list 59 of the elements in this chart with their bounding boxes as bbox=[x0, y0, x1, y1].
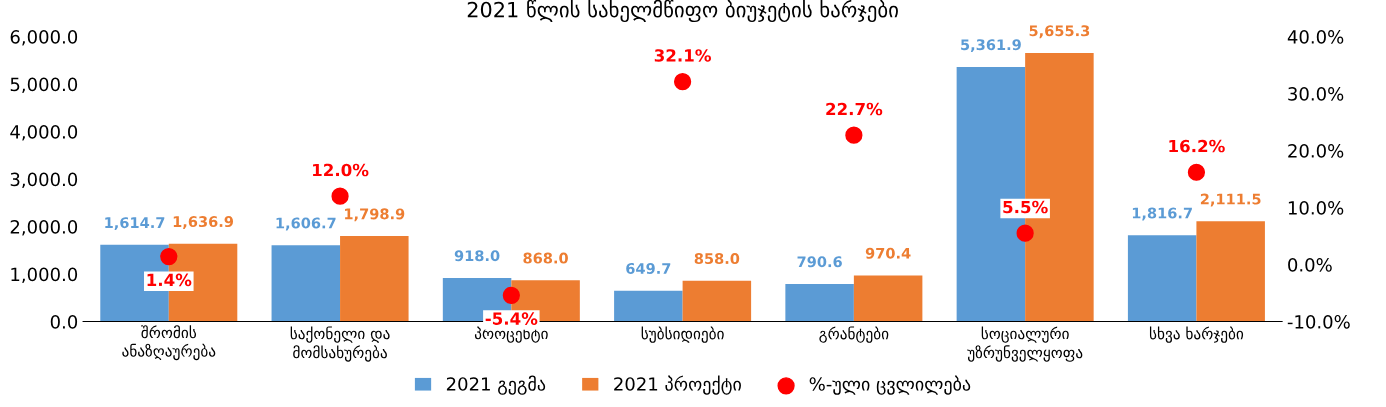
data-label: 1,816.7 bbox=[1132, 207, 1192, 221]
y2-tick-label: -10.0% bbox=[1287, 314, 1350, 329]
data-label: 1,798.9 bbox=[345, 208, 405, 222]
data-label: 32.1% bbox=[654, 49, 711, 62]
bar bbox=[271, 245, 341, 322]
data-label: 790.6 bbox=[797, 256, 842, 268]
y2-tick-label: 40.0% bbox=[1287, 30, 1344, 44]
bar bbox=[682, 280, 752, 322]
bar bbox=[785, 283, 854, 322]
bar bbox=[1196, 221, 1265, 322]
data-label: 2,111.5 bbox=[1200, 193, 1261, 207]
y-tick-label: 2,000.0 bbox=[10, 220, 78, 236]
x-tick-label: სოციალური უზრუნველყოფა bbox=[967, 326, 1083, 362]
data-label: 868.0 bbox=[523, 252, 568, 264]
data-label: 1,614.7 bbox=[105, 217, 165, 231]
y2-tick-label: 20.0% bbox=[1288, 144, 1344, 158]
x-tick-label: შრომის ანაზღაურება bbox=[122, 325, 216, 361]
data-label: 858.0 bbox=[694, 253, 740, 265]
legend-label: 2021 პროექტი bbox=[614, 375, 741, 395]
data-label: 1,636.9 bbox=[173, 216, 234, 229]
x-tick-label: სხვა ხარჯები bbox=[1149, 326, 1244, 343]
y-tick-label: 3,000.0 bbox=[10, 172, 78, 189]
point bbox=[1187, 163, 1206, 181]
x-tick-label: გრანტები bbox=[819, 326, 889, 343]
data-label: 12.0% bbox=[313, 163, 369, 177]
data-label: 5.5% bbox=[1003, 200, 1048, 214]
bar bbox=[340, 236, 409, 322]
y-tick-label: 4,000.0 bbox=[10, 125, 78, 141]
point bbox=[502, 286, 520, 304]
point bbox=[845, 126, 863, 144]
point bbox=[331, 187, 349, 205]
data-label: 5,655.3 bbox=[1029, 25, 1090, 39]
x-tick-label: სუბსიდიები bbox=[641, 326, 724, 343]
y2-tick-label: 0.0% bbox=[1288, 258, 1332, 272]
point bbox=[673, 73, 692, 91]
y-tick-label: 1,000.0 bbox=[11, 267, 78, 284]
data-label: 1,606.7 bbox=[276, 217, 336, 231]
y-tick-label: 5,000.0 bbox=[10, 77, 78, 94]
data-label: 649.7 bbox=[626, 262, 671, 274]
bar bbox=[614, 290, 683, 322]
bar bbox=[853, 275, 923, 322]
y-tick-label: 0.0 bbox=[50, 314, 78, 329]
data-label: -5.4% bbox=[485, 312, 538, 325]
data-label: 970.4 bbox=[865, 247, 911, 259]
point bbox=[160, 247, 178, 266]
data-label: 16.2% bbox=[1169, 139, 1225, 153]
y2-tick-label: 10.0% bbox=[1288, 201, 1344, 215]
bar bbox=[1127, 235, 1197, 322]
point bbox=[1016, 224, 1034, 242]
data-label: 5,361.9 bbox=[961, 39, 1021, 53]
data-label: 22.7% bbox=[826, 102, 883, 116]
data-label: 918.0 bbox=[454, 250, 500, 262]
legend-label: 2021 გეგმა bbox=[446, 375, 546, 395]
legend-label: %-ული ცვლილება bbox=[809, 375, 971, 395]
data-label: 1.4% bbox=[147, 273, 192, 287]
chart-title: 2021 წლის სახელმწიფო ბიუჯეტის ხარჯები bbox=[467, 0, 898, 23]
x-tick-label: საქონელი და მომსახურება bbox=[290, 326, 390, 362]
y-tick-label: 6,000.0 bbox=[10, 30, 78, 46]
y2-tick-label: 30.0% bbox=[1288, 87, 1344, 101]
